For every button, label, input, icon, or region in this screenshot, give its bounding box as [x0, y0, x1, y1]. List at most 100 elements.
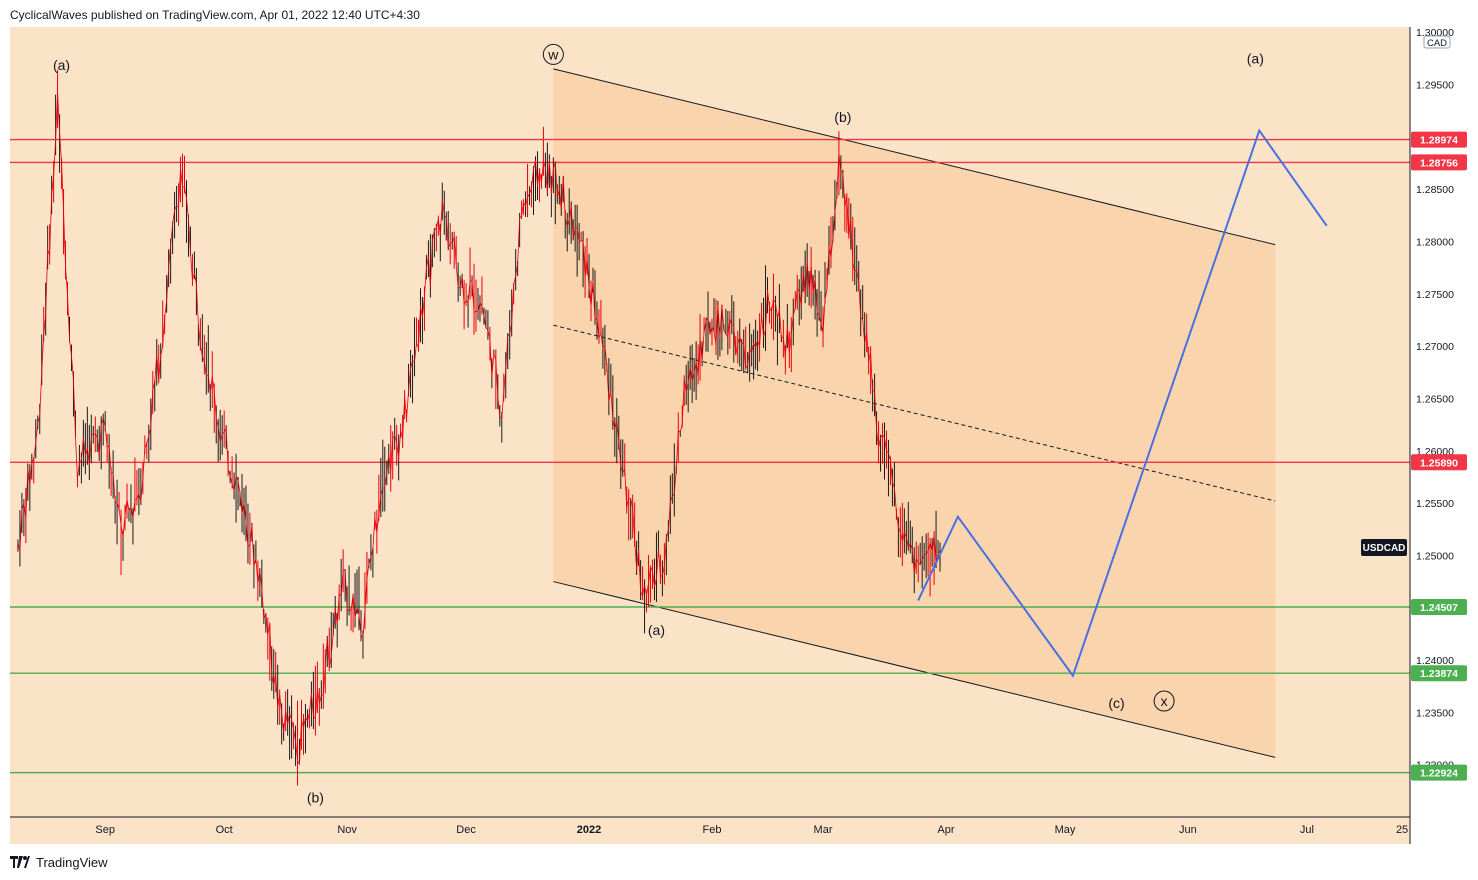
price-segment	[118, 508, 122, 526]
price-segment	[733, 325, 737, 356]
price-segment	[521, 202, 524, 216]
publisher-caption: CyclicalWaves published on TradingView.c…	[10, 8, 420, 22]
price-segment	[560, 177, 564, 210]
price-segment	[23, 503, 27, 518]
price-segment	[713, 331, 717, 345]
price-segment	[91, 433, 94, 436]
price-segment	[231, 483, 235, 491]
price-segment	[404, 397, 407, 418]
price-segment	[434, 227, 437, 231]
price-scale-background[interactable]	[1410, 27, 1468, 844]
price-segment	[233, 475, 237, 491]
price-segment	[618, 440, 622, 466]
price-segment	[632, 507, 636, 540]
price-segment	[354, 607, 358, 618]
price-segment	[33, 442, 37, 460]
price-segment	[683, 379, 687, 393]
price-segment	[255, 558, 259, 584]
price-segment	[525, 196, 528, 207]
price-segment	[820, 323, 824, 334]
price-segment	[261, 587, 265, 620]
price-segment	[263, 613, 267, 620]
price-segment	[140, 479, 144, 501]
price-segment	[866, 333, 870, 362]
x-tick-label-10: Jul	[1300, 824, 1314, 836]
price-segment	[860, 317, 863, 320]
price-segment	[390, 438, 394, 472]
price-segment	[457, 286, 461, 289]
price-segment	[751, 343, 755, 353]
price-segment	[533, 160, 536, 170]
price-segment	[773, 299, 776, 303]
y-tick-label-2: 1.28500	[1416, 184, 1454, 196]
price-segment	[396, 442, 400, 459]
price-segment	[808, 266, 812, 293]
resistance-badge-2	[1411, 454, 1467, 471]
price-segment	[41, 334, 45, 373]
price-segment	[784, 326, 788, 358]
support-badge-1	[1411, 665, 1467, 682]
price-segment	[489, 337, 493, 377]
price-segment	[445, 218, 449, 249]
axis-layer: Sep Oct Nov Dec 2022 Feb Mar Apr May Jun Jul 251.30…	[10, 27, 1454, 844]
price-segment	[507, 333, 511, 337]
price-segment	[219, 433, 223, 443]
price-segment	[443, 214, 447, 219]
price-segment	[168, 245, 172, 268]
y-tick-label-9: 1.25000	[1416, 550, 1454, 562]
price-segment	[765, 290, 768, 330]
price-segment	[196, 284, 199, 325]
price-segment	[229, 475, 233, 485]
price-segment	[640, 591, 643, 596]
price-segment	[699, 338, 703, 361]
price-segment	[491, 354, 495, 377]
price-segment	[273, 674, 277, 686]
price-segment	[257, 571, 261, 584]
price-segment	[806, 260, 810, 293]
channel-layer	[553, 68, 1276, 758]
price-segment	[104, 426, 108, 448]
price-segment	[477, 302, 481, 312]
price-segment	[287, 713, 290, 725]
price-segment	[546, 158, 550, 194]
price-segment	[424, 267, 427, 296]
price-segment	[96, 437, 100, 457]
price-segment	[402, 397, 406, 440]
price-segment	[247, 544, 251, 548]
price-segment	[376, 515, 380, 533]
price-segment	[441, 199, 445, 216]
price-segment	[408, 368, 411, 392]
price-segment	[394, 435, 398, 443]
price-segment	[882, 434, 885, 439]
price-segment	[75, 435, 78, 480]
price-segment	[874, 390, 877, 431]
price-segment	[572, 227, 576, 239]
wave-label-1: (b)	[307, 789, 324, 805]
price-segment	[94, 434, 98, 438]
price-segment	[253, 558, 257, 568]
y-tick-label-6: 1.26500	[1416, 393, 1454, 405]
price-segment	[295, 741, 298, 761]
price-segment	[905, 537, 909, 548]
price-segment	[715, 304, 719, 345]
annotation-layer: (a) (b) w (a) (b) (c) x (a)	[53, 43, 1264, 805]
channel-lower-line	[553, 581, 1276, 758]
price-segment	[414, 342, 417, 362]
levels-layer	[10, 138, 1410, 774]
price-segment	[501, 392, 505, 419]
price-segment	[122, 515, 126, 537]
price-segment	[681, 379, 685, 425]
price-segment	[735, 344, 739, 356]
price-segment	[309, 693, 312, 713]
price-segment	[136, 493, 140, 500]
price-segment	[590, 280, 594, 307]
price-segment	[598, 332, 602, 339]
price-segment	[669, 496, 673, 502]
badge-layer: 1.28974 1.28756 1.25890 1.24507 1.23874 1.229…	[1361, 131, 1467, 781]
price-segment	[372, 517, 376, 549]
support-badge-label-2: 1.22924	[1420, 768, 1458, 780]
price-segment	[199, 345, 203, 357]
price-segment	[447, 242, 451, 249]
price-segment	[82, 437, 86, 456]
